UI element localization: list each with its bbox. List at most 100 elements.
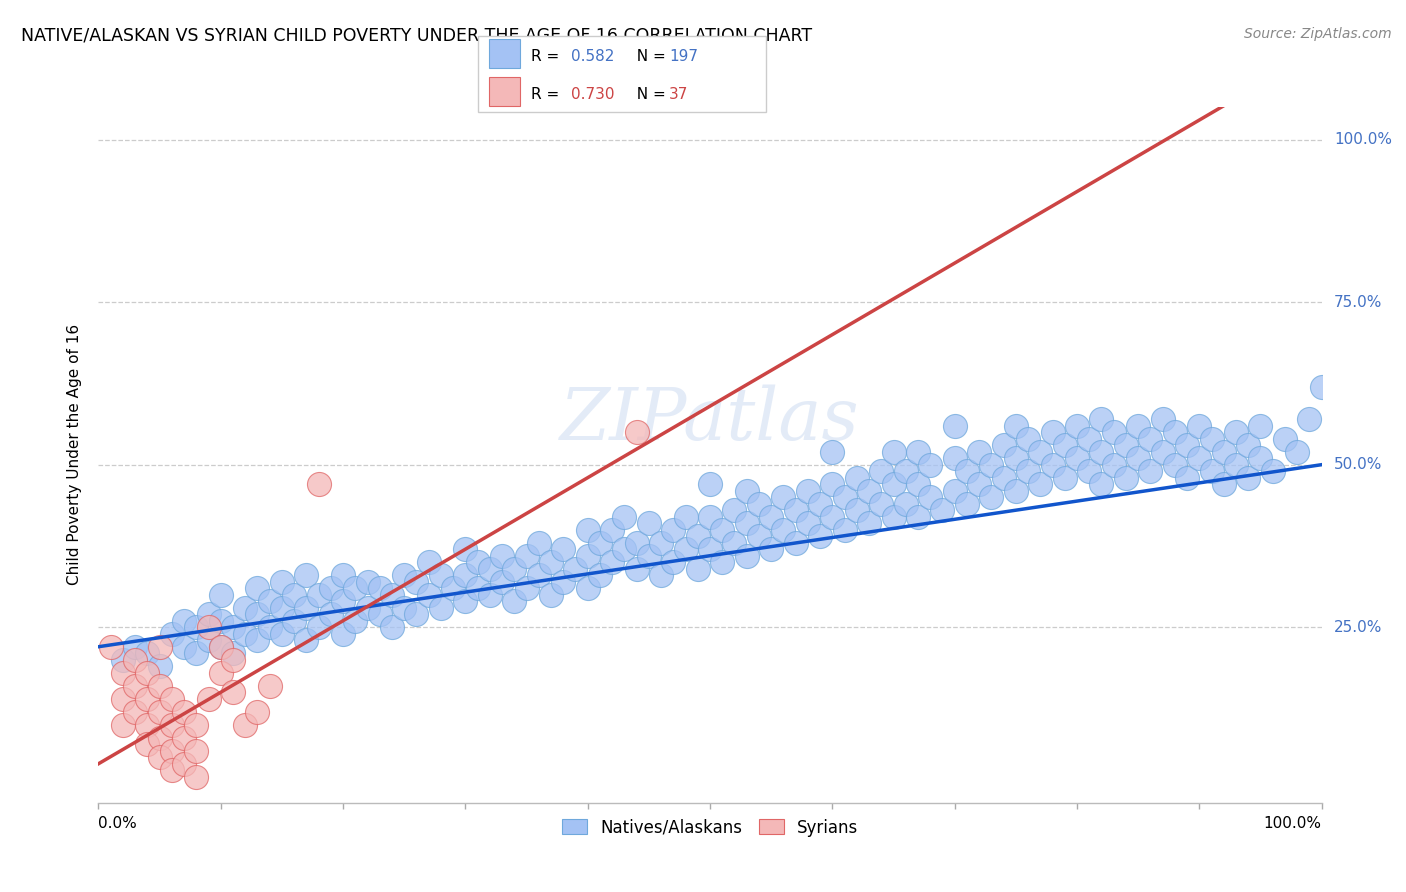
Point — [1017, 432, 1039, 446]
Point — [356, 600, 378, 615]
Point — [943, 451, 966, 466]
Point — [295, 600, 318, 615]
Point — [160, 764, 183, 778]
Point — [686, 529, 709, 543]
Point — [1188, 418, 1211, 433]
Point — [478, 562, 501, 576]
Point — [735, 483, 758, 498]
Point — [527, 568, 550, 582]
Text: Source: ZipAtlas.com: Source: ZipAtlas.com — [1244, 27, 1392, 41]
Point — [1152, 412, 1174, 426]
Point — [173, 756, 195, 771]
Text: 37: 37 — [669, 87, 689, 103]
Point — [1310, 379, 1333, 393]
Point — [735, 549, 758, 563]
Point — [1139, 464, 1161, 478]
Text: 0.582: 0.582 — [571, 49, 614, 64]
Point — [1237, 438, 1260, 452]
Point — [1164, 425, 1187, 439]
Point — [943, 483, 966, 498]
Point — [723, 535, 745, 549]
Point — [956, 464, 979, 478]
Point — [1139, 432, 1161, 446]
Point — [111, 691, 134, 706]
Point — [699, 477, 721, 491]
Point — [870, 464, 893, 478]
Point — [233, 600, 256, 615]
Point — [111, 718, 134, 732]
Point — [1201, 464, 1223, 478]
Point — [111, 665, 134, 680]
Text: 25.0%: 25.0% — [1334, 620, 1382, 635]
Point — [1128, 451, 1150, 466]
Point — [980, 490, 1002, 504]
Point — [160, 718, 183, 732]
Point — [785, 503, 807, 517]
Point — [149, 659, 172, 673]
Point — [233, 626, 256, 640]
Point — [368, 607, 391, 622]
Point — [197, 691, 219, 706]
Point — [295, 568, 318, 582]
Point — [576, 581, 599, 595]
Point — [149, 679, 172, 693]
Point — [111, 653, 134, 667]
Point — [1004, 451, 1026, 466]
Legend: Natives/Alaskans, Syrians: Natives/Alaskans, Syrians — [555, 812, 865, 843]
Point — [319, 581, 342, 595]
Point — [626, 425, 648, 439]
Point — [993, 438, 1015, 452]
Point — [613, 509, 636, 524]
Point — [662, 555, 685, 569]
Point — [344, 614, 367, 628]
Text: R =: R = — [531, 87, 565, 103]
Point — [626, 535, 648, 549]
Point — [821, 477, 844, 491]
Point — [308, 477, 330, 491]
Text: R =: R = — [531, 49, 565, 64]
Point — [1042, 458, 1064, 472]
Point — [392, 600, 416, 615]
Point — [209, 640, 232, 654]
Point — [920, 458, 942, 472]
Point — [723, 503, 745, 517]
Point — [1090, 444, 1112, 458]
Point — [797, 483, 820, 498]
Point — [1004, 418, 1026, 433]
Point — [491, 574, 513, 589]
Text: 100.0%: 100.0% — [1334, 132, 1392, 147]
Point — [1175, 471, 1198, 485]
Point — [467, 581, 489, 595]
Point — [136, 737, 159, 751]
Point — [675, 509, 697, 524]
Text: 50.0%: 50.0% — [1334, 458, 1382, 472]
Point — [1102, 458, 1125, 472]
Text: 0.730: 0.730 — [571, 87, 614, 103]
Point — [136, 646, 159, 660]
Point — [209, 640, 232, 654]
Point — [650, 568, 672, 582]
Point — [332, 568, 354, 582]
Point — [808, 497, 831, 511]
Point — [1090, 412, 1112, 426]
Point — [270, 626, 294, 640]
Point — [197, 633, 219, 648]
Point — [711, 523, 734, 537]
Point — [748, 497, 770, 511]
Point — [454, 568, 477, 582]
Point — [1078, 464, 1101, 478]
Point — [222, 620, 245, 634]
Point — [149, 640, 172, 654]
Point — [1042, 425, 1064, 439]
Point — [270, 574, 294, 589]
Point — [967, 444, 990, 458]
Point — [1090, 477, 1112, 491]
Point — [186, 770, 208, 784]
Point — [392, 568, 416, 582]
Point — [149, 705, 172, 719]
Point — [920, 490, 942, 504]
Point — [136, 691, 159, 706]
Point — [246, 633, 269, 648]
Point — [503, 562, 526, 576]
Point — [1029, 477, 1052, 491]
